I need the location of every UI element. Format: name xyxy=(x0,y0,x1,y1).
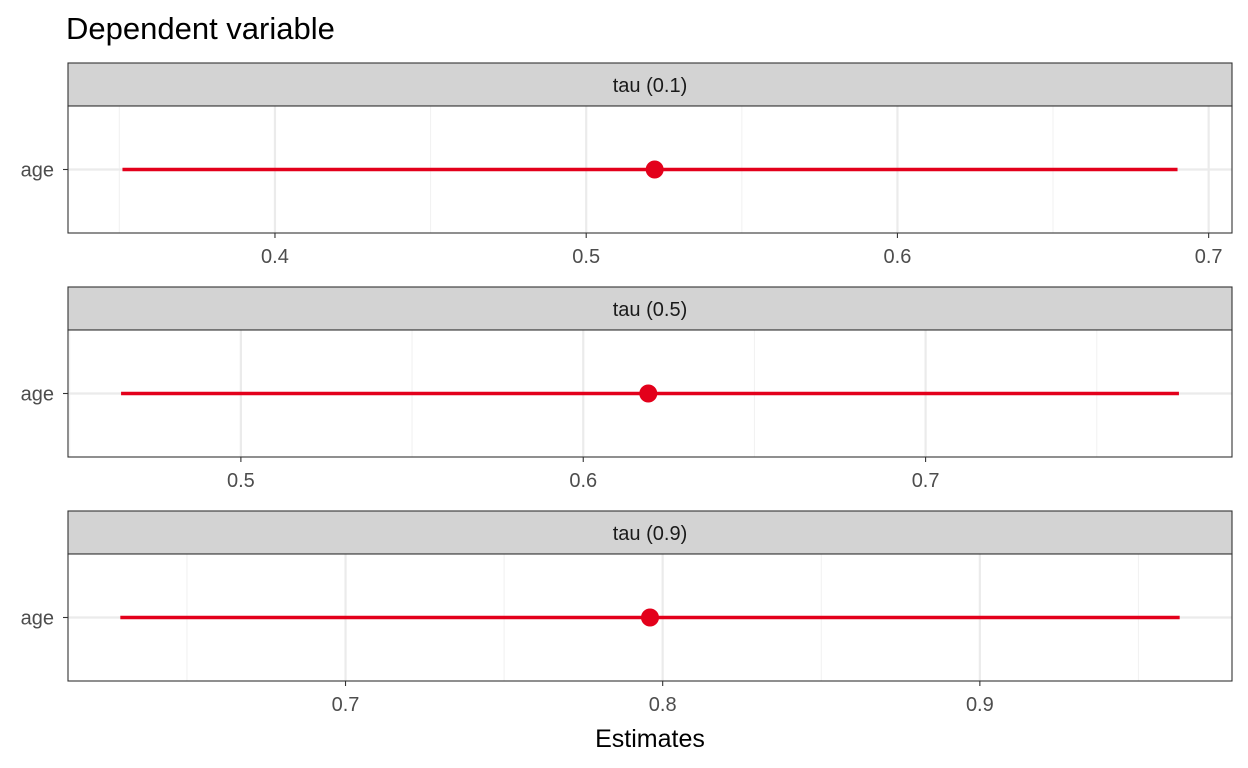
y-tick-label: age xyxy=(21,384,54,406)
facet-strip xyxy=(67,62,1233,107)
x-tick-label: 0.4 xyxy=(261,246,289,268)
x-tick-label: 0.8 xyxy=(649,694,677,716)
estimate-point xyxy=(641,608,659,627)
facet-panels: tau (0.1) age 0.4 0.5 0.6 0.7 tau (0.5) age 0.5 0… xyxy=(21,62,1233,716)
x-tick-label: 0.7 xyxy=(332,694,360,716)
facet-panel: tau (0.9) age 0.7 0.8 0.9 xyxy=(21,510,1233,716)
x-tick-label: 0.9 xyxy=(966,694,994,716)
x-tick-label: 0.5 xyxy=(572,246,600,268)
facet-strip xyxy=(67,286,1233,331)
facet-panel: tau (0.1) age 0.4 0.5 0.6 0.7 xyxy=(21,62,1233,268)
facet-strip-label: tau (0.9) xyxy=(613,523,687,545)
x-axis-title: Estimates xyxy=(595,725,705,753)
facet-panel: tau (0.5) age 0.5 0.6 0.7 xyxy=(21,286,1233,492)
facet-strip-label: tau (0.5) xyxy=(613,299,687,321)
x-tick-label: 0.7 xyxy=(912,470,940,492)
x-tick-label: 0.6 xyxy=(884,246,912,268)
x-tick-label: 0.6 xyxy=(569,470,597,492)
facet-strip-label: tau (0.1) xyxy=(613,75,687,97)
y-tick-label: age xyxy=(21,160,54,182)
x-tick-label: 0.7 xyxy=(1195,246,1223,268)
chart-title: Dependent variable xyxy=(66,11,335,46)
y-tick-label: age xyxy=(21,608,54,630)
estimate-point xyxy=(645,160,664,179)
x-tick-label: 0.5 xyxy=(227,470,255,492)
facet-strip xyxy=(67,510,1233,555)
estimate-point xyxy=(639,384,658,403)
